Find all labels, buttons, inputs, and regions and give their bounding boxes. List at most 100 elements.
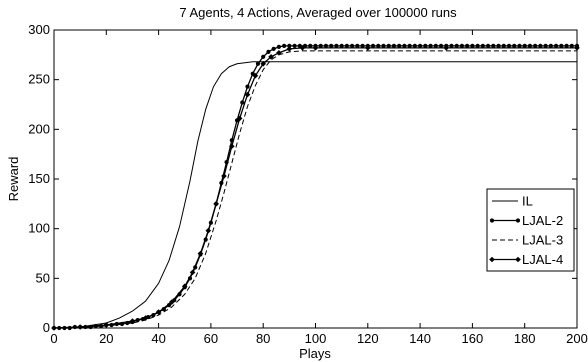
data-point (187, 276, 193, 281)
data-point (527, 43, 533, 48)
data-point (261, 54, 266, 59)
x-tick-label: 20 (99, 331, 113, 346)
data-point (485, 43, 491, 48)
data-point (428, 43, 433, 48)
data-point (244, 91, 251, 98)
legend-label: LJAL-2 (522, 213, 563, 228)
data-point (109, 322, 114, 328)
y-tick-label: 50 (36, 270, 50, 285)
data-point (224, 160, 229, 165)
x-tick-label: 180 (514, 331, 536, 346)
x-tick-label: 100 (305, 331, 327, 346)
data-point (119, 321, 125, 327)
series-ljal-2 (51, 43, 580, 331)
data-point (444, 43, 449, 48)
legend-marker (489, 218, 495, 223)
legend-label: LJAL-3 (522, 233, 563, 248)
data-point (172, 298, 177, 303)
data-point (203, 237, 208, 242)
data-point (538, 43, 543, 48)
data-point (569, 43, 574, 48)
data-point (449, 43, 454, 48)
data-point (292, 43, 297, 48)
data-point (271, 46, 276, 51)
data-point (219, 180, 224, 186)
legend: IL LJAL-2 LJAL-3 LJAL-4 (486, 188, 575, 272)
data-point (260, 60, 266, 67)
plot-area (53, 29, 578, 329)
data-point (57, 325, 62, 331)
x-tick-label: 140 (409, 331, 431, 346)
data-point (156, 310, 161, 315)
data-point (318, 43, 323, 48)
legend-label: IL (522, 194, 533, 209)
data-point (114, 321, 119, 327)
y-tick-label: 250 (28, 72, 50, 87)
tick-labels: 0 20 40 60 80 100 120 140 160 180 200 0 50 100 150 200 2… (28, 22, 588, 346)
chart-title: 7 Agents, 4 Actions, Averaged over 10000… (179, 5, 457, 20)
data-point (313, 43, 318, 48)
data-point (391, 43, 397, 48)
x-tick-label: 40 (151, 331, 165, 346)
y-axis-label: Reward (6, 157, 21, 202)
series-layer (51, 43, 580, 331)
data-point (166, 303, 172, 308)
legend-label: LJAL-4 (522, 252, 563, 267)
data-point (255, 61, 261, 66)
y-tick-label: 100 (28, 221, 50, 236)
data-point (480, 43, 485, 48)
x-axis-label: Plays (299, 346, 331, 361)
series-line-il (53, 61, 577, 329)
data-point (214, 201, 219, 206)
legend-entry-ljal-2: LJAL-2 (489, 213, 563, 228)
data-point (266, 49, 271, 54)
data-point (268, 54, 274, 60)
data-point (501, 43, 506, 48)
legend-box (486, 188, 575, 272)
data-point (51, 325, 57, 331)
series-il (53, 61, 577, 329)
data-point (72, 324, 78, 330)
data-point (62, 325, 67, 331)
data-point (360, 43, 365, 48)
data-point (574, 43, 580, 48)
data-point (276, 50, 282, 56)
data-point (286, 46, 293, 52)
data-point (517, 43, 522, 48)
legend-marker (515, 218, 521, 223)
data-point (433, 43, 438, 48)
data-point (543, 43, 548, 48)
data-point (491, 43, 496, 48)
data-point (334, 43, 339, 48)
y-tick-label: 300 (28, 22, 50, 37)
data-point (475, 43, 480, 48)
x-tick-label: 60 (204, 331, 218, 346)
data-point (88, 324, 93, 330)
x-tick-label: 200 (566, 331, 588, 346)
x-tick-label: 0 (50, 331, 57, 346)
data-point (376, 43, 381, 48)
data-point (496, 43, 501, 48)
data-point (370, 43, 376, 48)
data-point (161, 307, 166, 312)
data-point (465, 43, 470, 48)
data-point (454, 43, 459, 48)
data-point (344, 43, 349, 48)
data-point (67, 325, 72, 331)
data-point (533, 43, 538, 48)
data-point (386, 43, 391, 48)
data-point (151, 312, 156, 318)
data-point (522, 43, 527, 48)
data-point (438, 43, 444, 48)
data-point (78, 324, 83, 330)
data-point (397, 43, 402, 48)
legend-entry-il: IL (492, 194, 533, 209)
data-point (287, 43, 292, 48)
legend-entry-ljal-3: LJAL-3 (492, 233, 563, 248)
data-point (198, 252, 203, 257)
data-point (564, 43, 569, 48)
data-point (297, 43, 302, 48)
legend-marker (489, 256, 495, 263)
data-point (559, 43, 564, 48)
